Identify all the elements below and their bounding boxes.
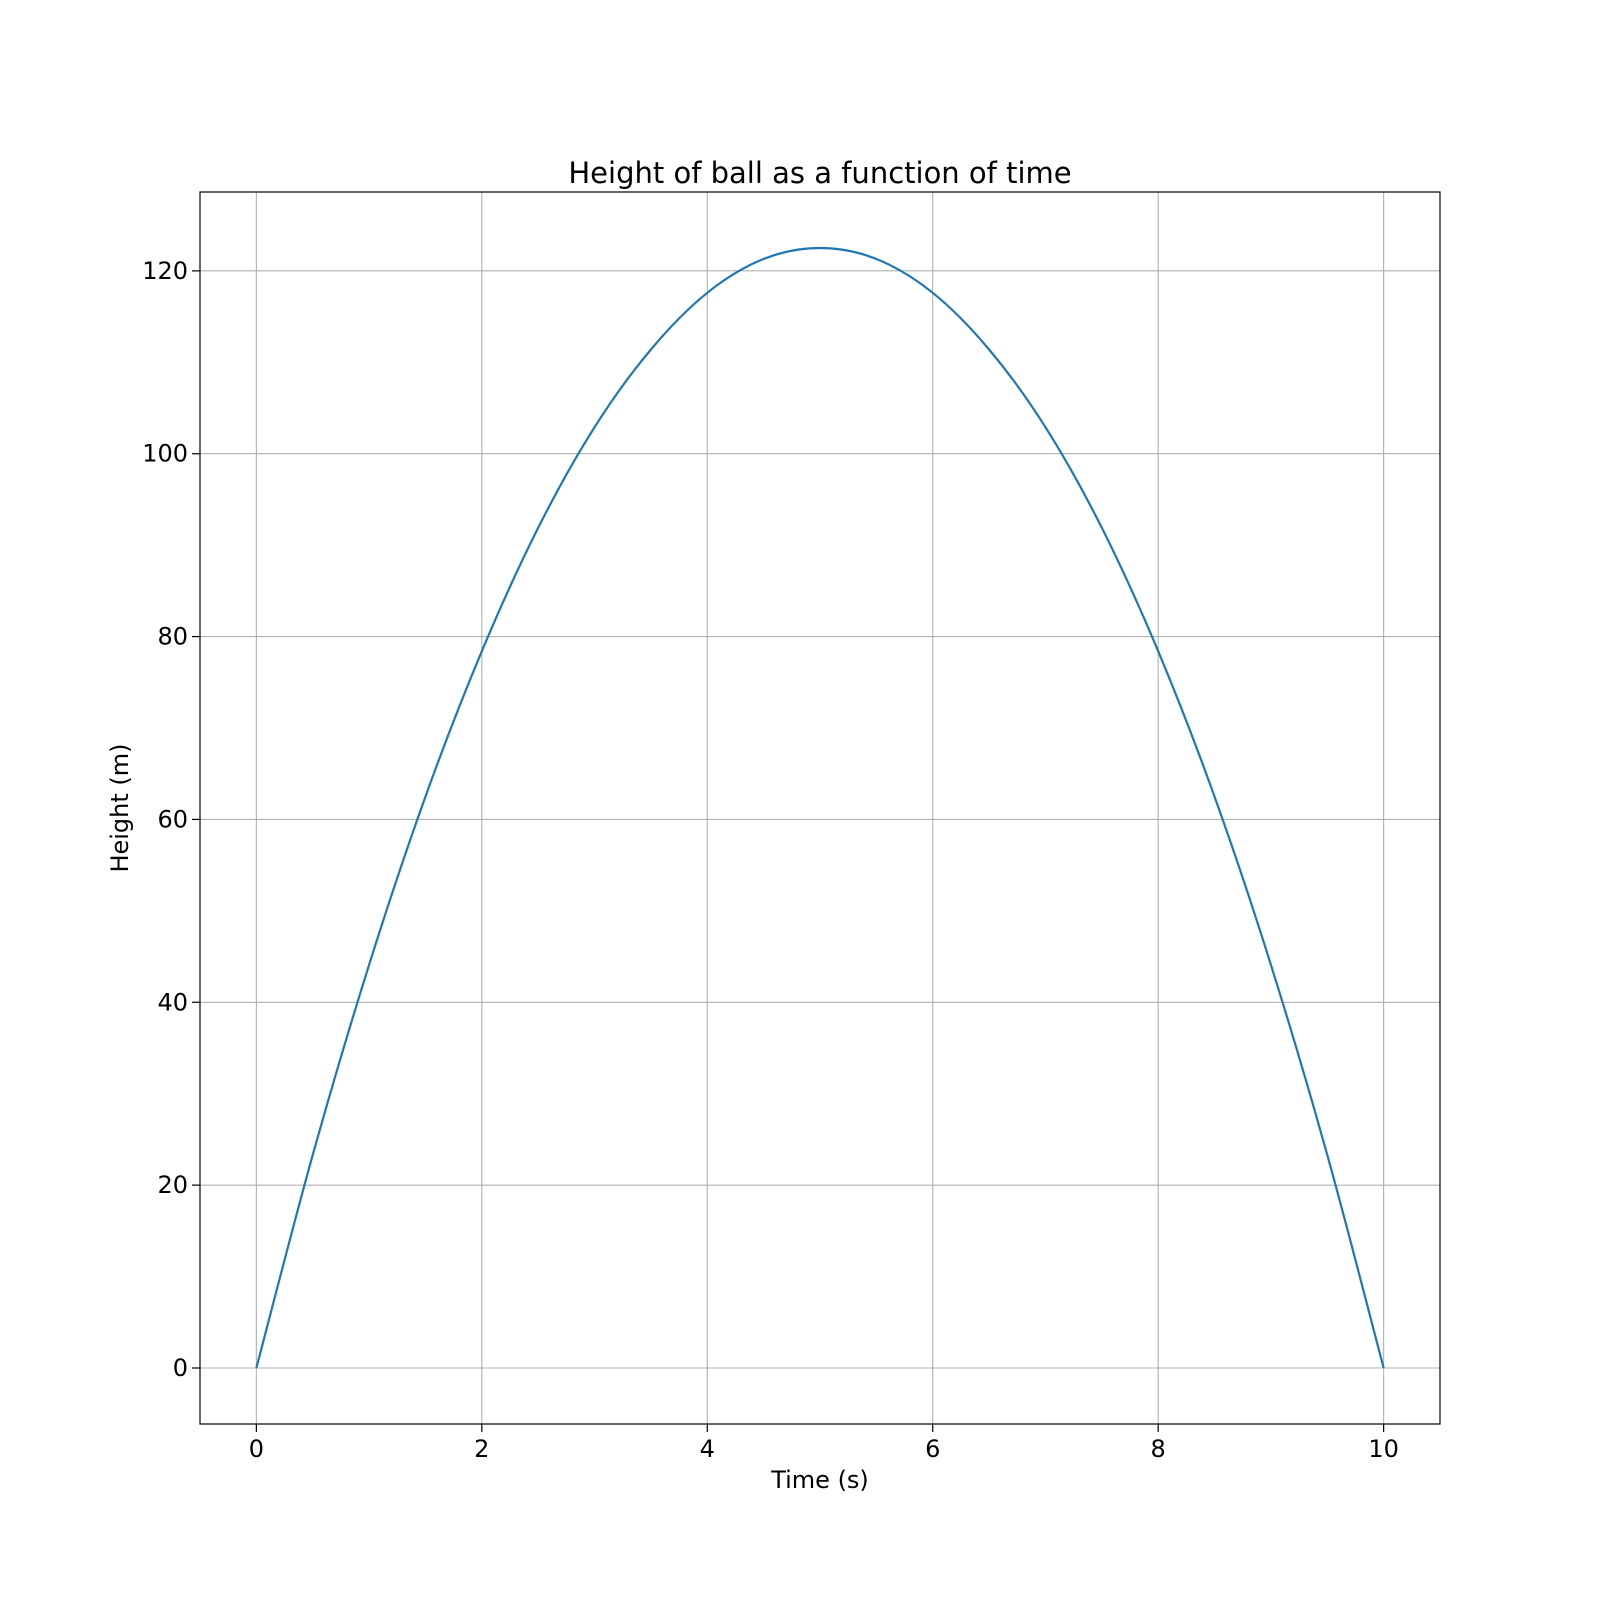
- plot-frame: [199, 191, 1441, 1425]
- x-tick-label: 10: [1368, 1435, 1399, 1463]
- x-tick-label: 4: [700, 1435, 715, 1463]
- x-axis-label: Time (s): [770, 1466, 869, 1494]
- x-tick-label: 2: [474, 1435, 489, 1463]
- y-tick-label: 100: [142, 440, 188, 468]
- grid: [200, 192, 1440, 1424]
- series-layer: [255, 246, 1385, 1369]
- y-tick-label: 80: [157, 623, 188, 651]
- y-tick-label: 60: [157, 805, 188, 833]
- x-tick-label: 8: [1151, 1435, 1166, 1463]
- y-tick-label: 0: [173, 1354, 188, 1382]
- x-tick-label: 0: [249, 1435, 264, 1463]
- chart-title: Height of ball as a function of time: [568, 156, 1071, 190]
- y-tick-label: 20: [157, 1171, 188, 1199]
- x-tick-label: 6: [925, 1435, 940, 1463]
- y-tick-label: 120: [142, 257, 188, 285]
- y-axis-label: Height (m): [106, 743, 134, 872]
- y-tick-label: 40: [157, 988, 188, 1016]
- height-curve: [255, 246, 1385, 1369]
